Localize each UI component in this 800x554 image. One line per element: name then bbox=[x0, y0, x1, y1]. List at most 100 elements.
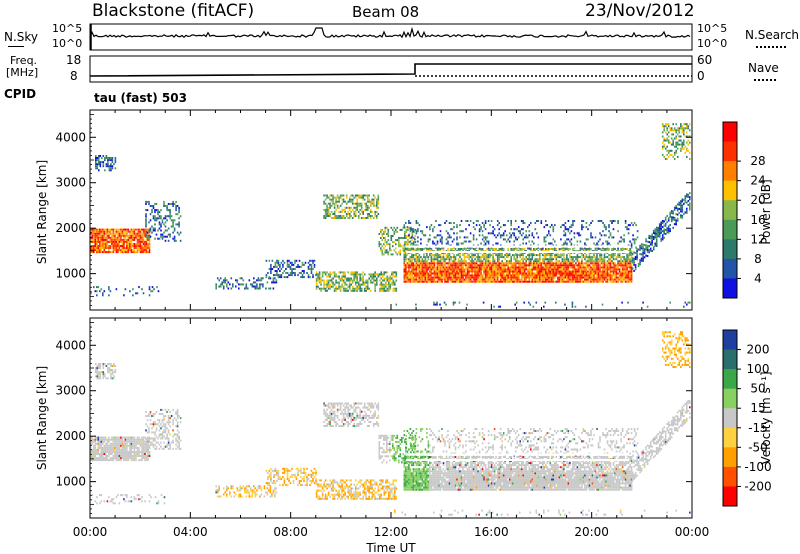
heatmap-cell bbox=[642, 245, 644, 248]
heatmap-cell bbox=[298, 272, 301, 274]
heatmap-cell bbox=[359, 213, 361, 215]
heatmap-cell bbox=[600, 254, 603, 257]
heatmap-cell bbox=[136, 245, 139, 247]
heatmap-cell bbox=[424, 274, 427, 277]
heatmap-cell bbox=[542, 270, 544, 273]
heatmap-cell bbox=[381, 233, 384, 235]
heatmap-cell bbox=[561, 266, 564, 269]
heatmap-cell bbox=[442, 278, 445, 281]
heatmap-cell bbox=[502, 276, 505, 279]
heatmap-cell bbox=[104, 159, 106, 162]
heatmap-cell bbox=[587, 228, 589, 231]
heatmap-cell bbox=[436, 248, 439, 250]
heatmap-cell bbox=[572, 264, 574, 267]
heatmap-cell bbox=[345, 213, 348, 215]
heatmap-cell bbox=[543, 278, 546, 281]
heatmap-cell bbox=[146, 200, 149, 203]
heatmap-cell bbox=[371, 275, 373, 278]
heatmap-cell bbox=[450, 270, 452, 273]
heatmap-cell bbox=[414, 258, 416, 261]
heatmap-cell bbox=[145, 223, 147, 226]
heatmap-cell bbox=[304, 261, 307, 264]
heatmap-cell bbox=[474, 276, 476, 279]
heatmap-cell bbox=[444, 264, 446, 267]
heatmap-cell bbox=[480, 266, 482, 269]
heatmap-cell bbox=[312, 259, 314, 262]
heatmap-cell bbox=[520, 270, 523, 273]
heatmap-cell bbox=[112, 251, 115, 254]
heatmap-cell bbox=[544, 301, 547, 304]
heatmap-cell bbox=[505, 268, 508, 271]
heatmap-cell bbox=[537, 220, 540, 222]
heatmap-cell bbox=[618, 274, 621, 277]
heatmap-cell bbox=[549, 234, 552, 237]
heatmap-cell bbox=[436, 301, 438, 304]
heatmap-cell bbox=[572, 270, 574, 273]
heatmap-cell bbox=[338, 271, 340, 274]
heatmap-cell bbox=[603, 256, 606, 259]
heatmap-cell bbox=[561, 278, 564, 281]
heatmap-cell bbox=[587, 262, 589, 265]
heatmap-cell bbox=[414, 238, 416, 241]
heatmap-cell bbox=[569, 264, 571, 267]
heatmap-cell bbox=[620, 236, 622, 239]
heatmap-cell bbox=[323, 194, 325, 197]
heatmap-cell bbox=[601, 303, 604, 306]
heatmap-cell bbox=[94, 240, 97, 243]
heatmap-cell bbox=[605, 280, 607, 283]
heatmap-cell bbox=[587, 266, 589, 269]
heatmap-cell bbox=[566, 228, 568, 231]
heatmap-cell bbox=[516, 256, 518, 259]
heatmap-cell bbox=[94, 234, 97, 237]
heatmap-cell bbox=[435, 254, 437, 257]
heatmap-cell bbox=[377, 200, 380, 203]
heatmap-cell bbox=[456, 266, 458, 269]
heatmap-cell bbox=[418, 276, 421, 279]
heatmap-cell bbox=[342, 279, 345, 282]
heatmap-cell bbox=[487, 220, 490, 222]
heatmap-cell bbox=[335, 202, 337, 205]
heatmap-cell bbox=[411, 230, 414, 233]
heatmap-cell bbox=[433, 242, 436, 245]
heatmap-cell bbox=[102, 161, 105, 164]
heatmap-cell bbox=[462, 280, 464, 283]
heatmap-cell bbox=[124, 238, 127, 241]
heatmap-cell bbox=[430, 266, 433, 269]
heatmap-cell bbox=[493, 278, 496, 281]
heatmap-cell bbox=[555, 270, 558, 273]
heatmap-cell bbox=[160, 229, 162, 232]
heatmap-cell bbox=[454, 266, 457, 269]
heatmap-cell bbox=[579, 270, 582, 273]
heatmap-cell bbox=[338, 196, 340, 199]
heatmap-cell bbox=[689, 141, 691, 144]
heatmap-cell bbox=[142, 249, 145, 252]
heatmap-cell bbox=[457, 258, 460, 261]
heatmap-cell bbox=[138, 228, 140, 231]
heatmap-cell bbox=[435, 268, 437, 271]
heatmap-cell bbox=[683, 305, 685, 308]
heatmap-cell bbox=[508, 266, 511, 269]
heatmap-cell bbox=[617, 266, 619, 269]
heatmap-cell bbox=[645, 238, 647, 241]
heatmap-cell bbox=[630, 274, 633, 277]
heatmap-cell bbox=[492, 260, 494, 263]
heatmap-cell bbox=[372, 217, 375, 219]
heatmap-cell bbox=[411, 274, 413, 277]
heatmap-cell bbox=[114, 238, 116, 241]
heatmap-cell bbox=[458, 301, 461, 304]
heatmap-cell bbox=[623, 262, 625, 265]
heatmap-cell bbox=[121, 249, 124, 252]
heatmap-cell bbox=[362, 281, 364, 284]
heatmap-cell bbox=[609, 234, 612, 237]
heatmap-cell bbox=[333, 204, 336, 207]
heatmap-cell bbox=[401, 237, 403, 239]
heatmap-cell bbox=[572, 276, 574, 279]
heatmap-cell bbox=[111, 167, 114, 170]
heatmap-cell bbox=[139, 236, 142, 239]
heatmap-cell bbox=[130, 228, 133, 231]
heatmap-cell bbox=[114, 232, 116, 235]
heatmap-cell bbox=[587, 256, 589, 259]
heatmap-cell bbox=[533, 276, 535, 279]
heatmap-cell bbox=[448, 266, 451, 269]
heatmap-cell bbox=[427, 278, 430, 281]
